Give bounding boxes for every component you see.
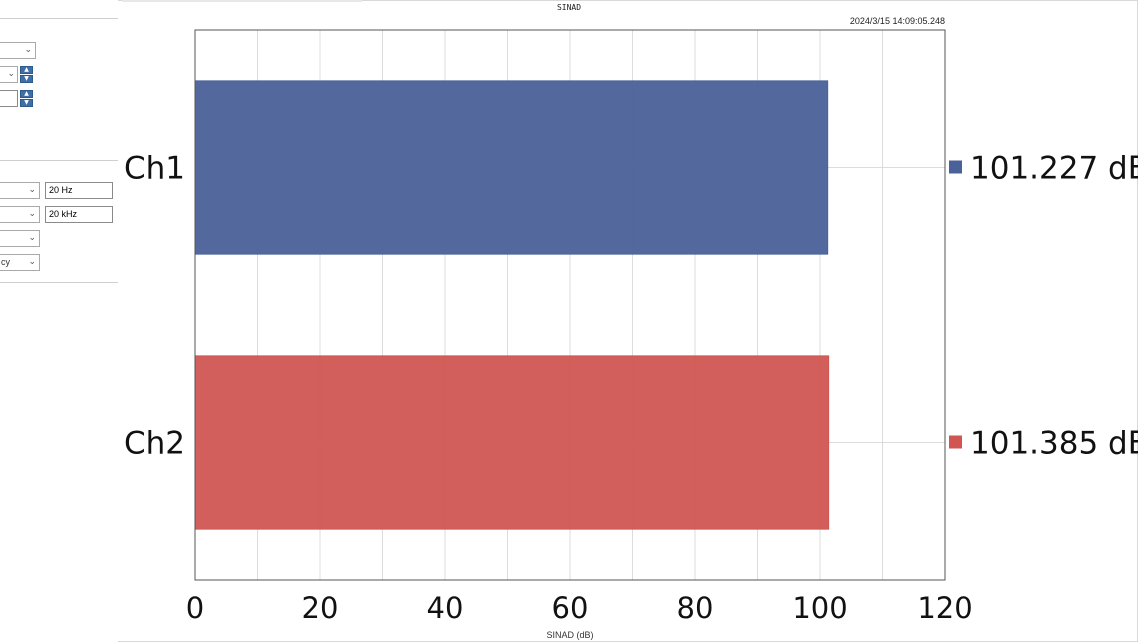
chevron-down-icon: ⌄ xyxy=(28,233,36,243)
panel-divider xyxy=(0,282,118,283)
settings-dropdown-3[interactable]: ⌄ xyxy=(0,230,40,247)
panel-divider xyxy=(0,18,118,19)
chevron-down-icon: ⌄ xyxy=(7,69,15,79)
spin-down-button[interactable]: ▼ xyxy=(20,75,33,83)
category-label-ch1: Ch1 xyxy=(124,151,185,187)
top-divider xyxy=(122,0,362,2)
dropdown-value: cy xyxy=(1,257,10,267)
settings-dropdown-4[interactable]: cy ⌄ xyxy=(0,254,40,271)
chevron-down-icon: ⌄ xyxy=(28,209,36,219)
x-tick-label: 0 xyxy=(186,591,204,625)
spin-down-button[interactable]: ▼ xyxy=(20,99,33,107)
bar-ch2 xyxy=(194,355,830,530)
value-label-ch2: 101.385 dB xyxy=(970,426,1138,462)
settings-dropdown-2[interactable]: ⌄ xyxy=(0,66,18,83)
timestamp: 2024/3/15 14:09:05.248 xyxy=(849,16,945,26)
category-label-ch2: Ch2 xyxy=(124,426,185,462)
x-tick-label: 20 xyxy=(302,591,339,625)
bar-ch1 xyxy=(194,80,829,255)
start-frequency-field[interactable]: 20 Hz xyxy=(45,182,113,199)
spin-up-button[interactable]: ▲ xyxy=(20,66,33,74)
chart-title: SINAD xyxy=(556,3,582,12)
plot-border xyxy=(194,29,946,581)
x-tick-label: 120 xyxy=(917,591,972,625)
chevron-down-icon: ⌄ xyxy=(28,185,36,195)
x-tick-label: 80 xyxy=(677,591,714,625)
start-mode-dropdown[interactable]: ⌄ xyxy=(0,182,40,199)
x-tick-label: 60 xyxy=(552,591,589,625)
x-axis-label: SINAD (dB) xyxy=(546,630,594,640)
settings-dropdown-1[interactable]: ⌄ xyxy=(0,42,36,59)
chevron-down-icon: ⌄ xyxy=(24,45,32,55)
stop-mode-dropdown[interactable]: ⌄ xyxy=(0,206,40,223)
settings-panel: ⌄ ⌄ ▲ ▼ ▲ ▼ ⌄ 20 Hz ⌄ 20 kHz ⌄ cy ⌄ xyxy=(0,0,118,642)
x-tick-label: 100 xyxy=(792,591,847,625)
stop-frequency-field[interactable]: 20 kHz xyxy=(45,206,113,223)
x-tick-label: 40 xyxy=(427,591,464,625)
legend-swatch-ch1 xyxy=(949,160,962,174)
value-label-ch1: 101.227 dB xyxy=(970,151,1138,187)
settings-value-field[interactable] xyxy=(0,90,18,107)
legend-swatch-ch2 xyxy=(949,435,962,449)
panel-divider xyxy=(0,160,118,161)
spin-up-button[interactable]: ▲ xyxy=(20,90,33,98)
chevron-down-icon: ⌄ xyxy=(28,257,36,267)
